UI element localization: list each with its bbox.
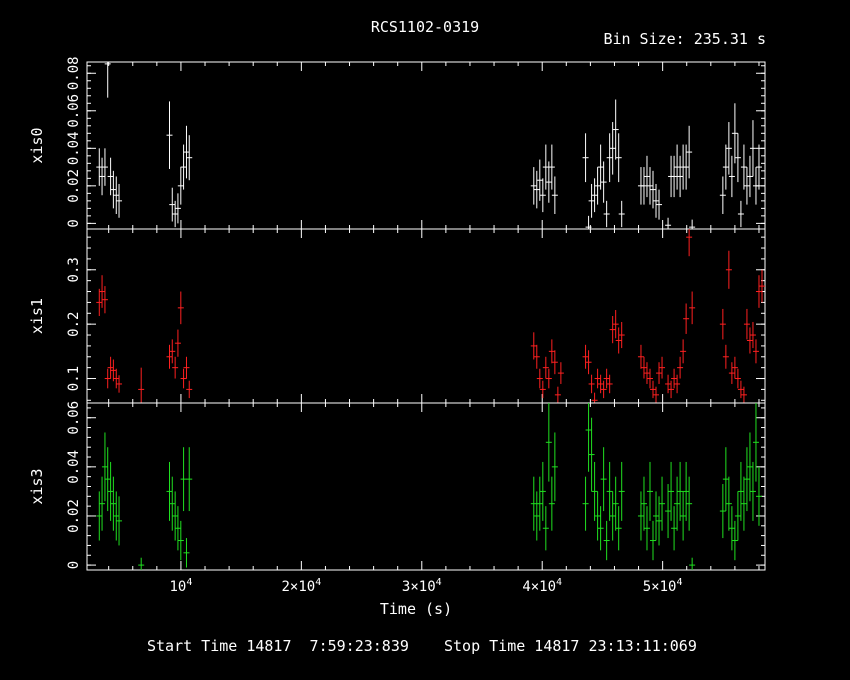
y-axis-label-xis1: xis1 [28,298,46,334]
y-tick-label-xis3: 0.02 [66,499,82,533]
y-tick-label-xis3: 0 [66,561,82,569]
y-tick-label-xis0: 0.06 [66,94,82,128]
y-axis-label-xis0: xis0 [28,127,46,163]
panel-frame-xis3 [86,402,766,571]
x-tick-label: 2×104 [281,577,321,595]
x-tick-label: 104 [169,577,192,595]
x-axis-label: Time (s) [380,600,452,618]
y-tick-label-xis1: 0.2 [66,312,82,337]
start-time-label: Start Time 14817 7:59:23:839 [147,637,409,655]
y-tick-label-xis3: 0.04 [66,450,82,484]
y-tick-label-xis0: 0.02 [66,169,82,203]
x-tick-label: 5×104 [643,577,683,595]
y-tick-label-xis1: 0.3 [66,257,82,282]
x-tick-label: 3×104 [402,577,442,595]
y-tick-label-xis0: 0.04 [66,131,82,165]
y-tick-label-xis1: 0.1 [66,366,82,391]
stop-time-label: Stop Time 14817 23:13:11:069 [444,637,697,655]
y-tick-label-xis3: 0.06 [66,401,82,435]
y-axis-label-xis3: xis3 [28,468,46,504]
y-tick-label-xis0: 0 [66,219,82,227]
y-tick-label-xis0: 0.08 [66,56,82,90]
panel-frame-xis1 [86,228,766,404]
x-tick-label: 4×104 [522,577,562,595]
bin-size-label: Bin Size: 235.31 s [603,30,766,48]
panel-frame-xis0 [86,61,766,230]
chart-title: RCS1102-0319 [370,18,480,36]
